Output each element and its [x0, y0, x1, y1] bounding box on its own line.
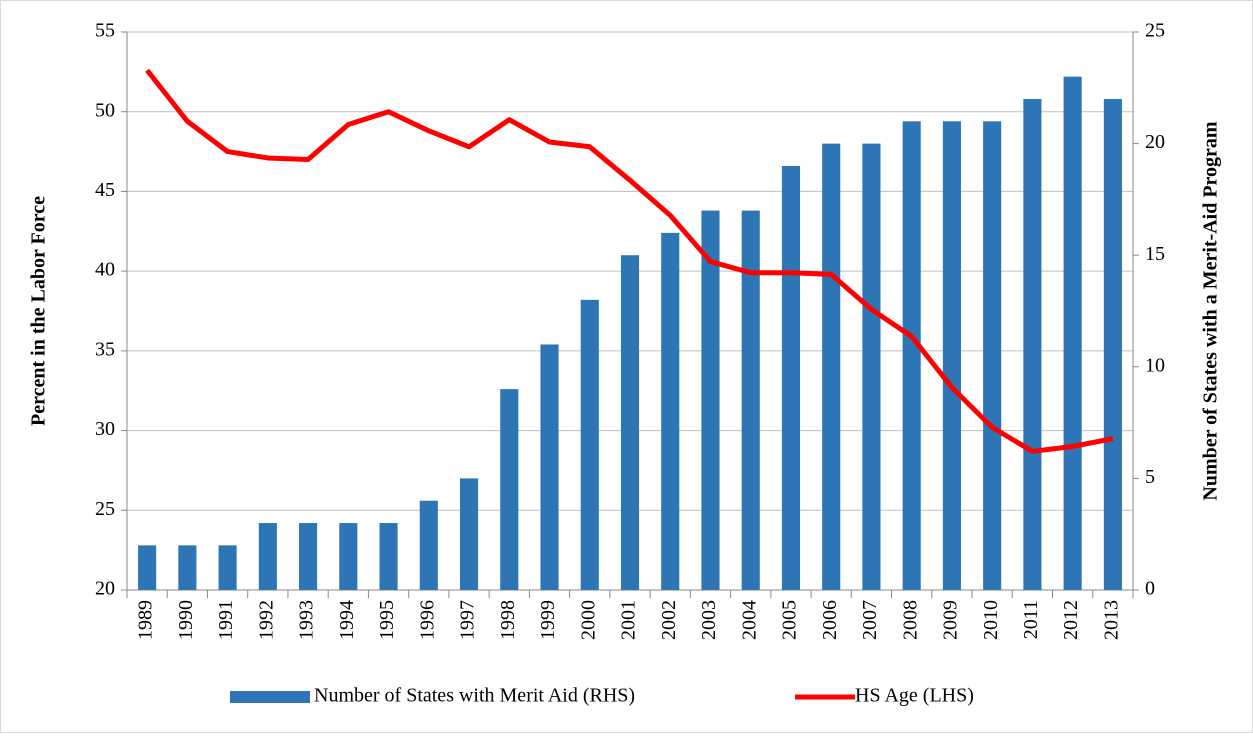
y2-tick-label: 20 — [1145, 131, 1165, 153]
bar — [862, 143, 881, 590]
bar — [500, 389, 519, 590]
bar — [942, 121, 961, 590]
x-tick-label: 2013 — [1100, 600, 1122, 640]
x-tick-label: 1990 — [175, 600, 197, 640]
x-tick-label: 1997 — [457, 600, 479, 640]
bar — [983, 121, 1002, 590]
x-tick-label: 2008 — [899, 600, 921, 640]
y-tick-label: 50 — [95, 99, 115, 121]
legend-label: HS Age (LHS) — [855, 685, 974, 707]
bar — [1023, 98, 1042, 591]
x-tick-label: 1992 — [255, 600, 277, 640]
bar — [661, 232, 680, 590]
bar — [1103, 98, 1122, 591]
x-tick-label: 2010 — [980, 600, 1002, 640]
line — [145, 68, 1114, 454]
x-tick-label: 1993 — [296, 600, 318, 640]
x-tick-label: 2009 — [940, 600, 962, 640]
x-tick-label: 2006 — [819, 600, 841, 640]
y-tick-label: 20 — [95, 578, 115, 600]
x-tick-label: 2000 — [577, 600, 599, 640]
y2-axis-title: Number of States with a Merit-Aid Progra… — [1200, 121, 1222, 501]
x-tick-label: 2011 — [1020, 600, 1042, 639]
bar — [701, 210, 720, 590]
x-tick-label: 1999 — [537, 600, 559, 640]
bar — [781, 165, 801, 591]
bar — [339, 523, 358, 590]
bar — [620, 255, 640, 590]
x-tick-label: 2007 — [859, 600, 881, 640]
y-tick-label: 25 — [95, 498, 115, 520]
bar — [459, 478, 479, 590]
x-tick-label: 2002 — [658, 600, 680, 640]
bar — [178, 545, 197, 590]
bar — [580, 299, 599, 590]
x-tick-label: 1991 — [215, 600, 237, 640]
y2-tick-label: 10 — [1145, 354, 1165, 376]
x-tick-label: 2005 — [779, 600, 801, 640]
x-tick-label: 1989 — [135, 600, 157, 640]
bar — [299, 523, 318, 590]
x-tick-label: 1994 — [336, 600, 358, 640]
x-tick-label: 1995 — [376, 600, 398, 640]
bar — [741, 210, 760, 590]
bar — [822, 143, 841, 590]
y2-tick-label: 5 — [1145, 466, 1155, 488]
y-axis-title: Percent in the Labor Force — [28, 196, 50, 426]
bar — [258, 523, 277, 590]
bar — [902, 121, 921, 590]
x-tick-label: 2012 — [1060, 600, 1082, 640]
bar — [218, 545, 237, 590]
legend-label: Number of States with Merit Aid (RHS) — [314, 685, 635, 707]
x-tick-label: 1998 — [497, 600, 519, 640]
x-tick-label: 1996 — [416, 600, 438, 640]
bar — [379, 523, 398, 590]
y-tick-label: 55 — [95, 20, 115, 42]
x-tick-label: 2001 — [618, 600, 640, 640]
y-tick-label: 35 — [95, 338, 115, 360]
y2-tick-label: 25 — [1145, 20, 1165, 42]
y-tick-label: 40 — [95, 259, 115, 281]
bar — [1063, 76, 1082, 590]
bar — [138, 545, 157, 590]
y-tick-label: 45 — [95, 179, 115, 201]
x-tick-label: 2003 — [698, 600, 720, 640]
y2-tick-label: 0 — [1145, 578, 1155, 600]
bar — [419, 500, 438, 590]
bar — [540, 344, 559, 590]
y2-tick-label: 15 — [1145, 243, 1165, 265]
y-tick-label: 30 — [95, 418, 115, 440]
legend-swatch — [230, 691, 310, 703]
x-tick-label: 2004 — [738, 600, 760, 640]
